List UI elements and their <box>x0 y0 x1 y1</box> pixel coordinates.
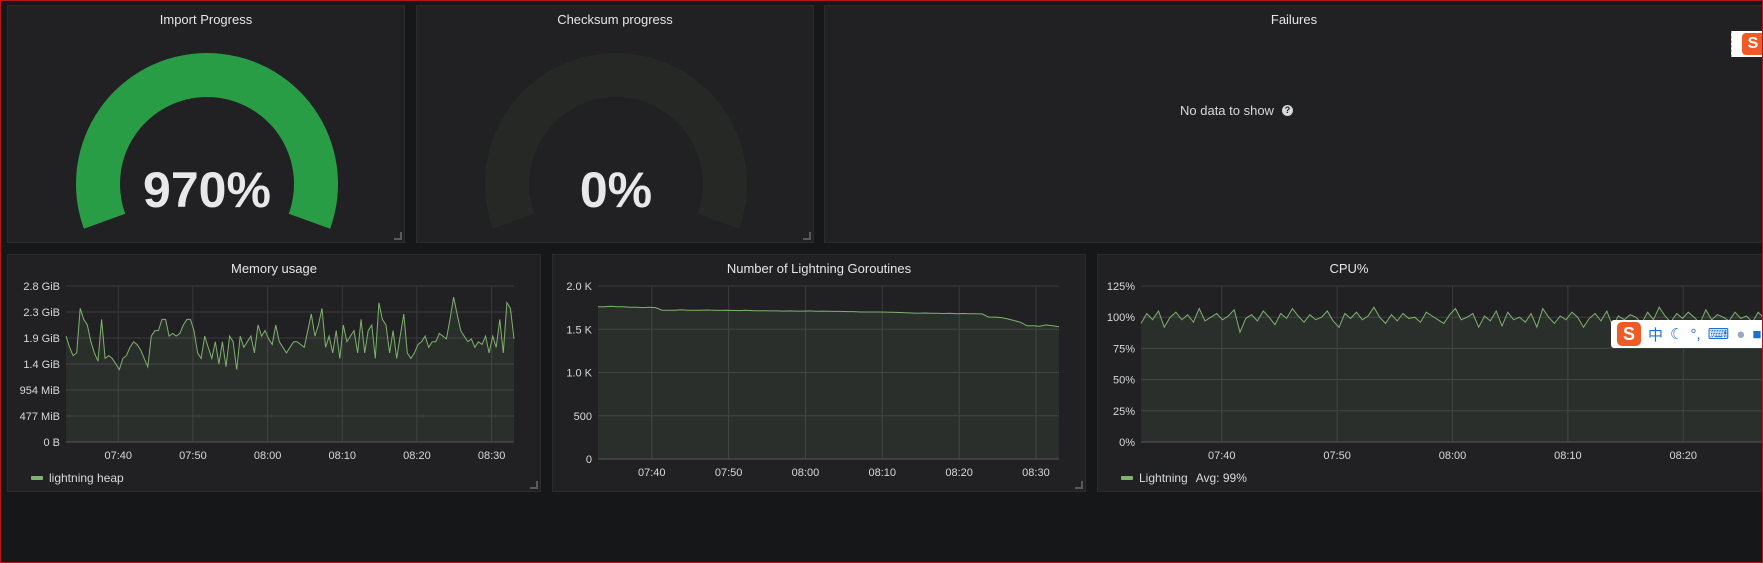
panel-title[interactable]: Failures <box>1270 12 1318 27</box>
legend-swatch <box>31 476 43 480</box>
resize-handle[interactable] <box>530 481 538 489</box>
y-tick-label: 75% <box>1113 343 1135 355</box>
y-tick-label: 1.9 GiB <box>23 333 60 345</box>
user-icon[interactable]: ● <box>1736 325 1746 343</box>
memory-usage-panel[interactable]: Memory usage 0 B 477 MiB 954 MiB 1.4 GiB 1.9… <box>7 254 541 492</box>
y-tick-label: 1.4 GiB <box>23 359 60 371</box>
x-tick-label: 08:00 <box>792 467 820 479</box>
y-tick-label: 1.5 K <box>566 324 592 336</box>
x-tick-label: 08:20 <box>1669 450 1697 462</box>
legend-label: lightning heap <box>49 471 124 485</box>
x-tick-label: 08:10 <box>329 450 357 462</box>
x-tick-label: 07:40 <box>1208 450 1236 462</box>
y-tick-label: 100% <box>1107 312 1135 324</box>
question-circle-icon[interactable]: ? <box>1281 105 1293 116</box>
ime-mini-toolbar[interactable]: S <box>1731 31 1763 57</box>
checksum-progress-gauge <box>485 52 747 229</box>
legend-item[interactable]: lightning heap <box>31 471 124 485</box>
x-tick-label: 08:00 <box>254 450 282 462</box>
x-tick-label: 08:20 <box>403 450 431 462</box>
no-data-text: No data to show <box>1180 103 1274 118</box>
x-tick-label: 07:50 <box>1323 450 1351 462</box>
y-tick-label: 25% <box>1113 406 1135 418</box>
y-tick-label: 500 <box>574 411 592 423</box>
import-progress-value: 970% <box>143 162 271 218</box>
y-tick-label: 954 MiB <box>20 385 60 397</box>
ime-logo-icon[interactable]: S <box>1617 322 1641 346</box>
y-tick-label: 2.3 GiB <box>23 307 60 319</box>
punctuation-icon[interactable]: °, <box>1690 325 1701 343</box>
y-tick-label: 2.0 K <box>566 281 592 293</box>
cpu-chart: 0% 25% 50% 75% 100% 125% 07:40 07:50 08:00 08:10 0… <box>1107 281 1763 462</box>
legend-label: Lightning <box>1139 471 1188 485</box>
y-tick-label: 2.8 GiB <box>23 281 60 293</box>
gauge-track <box>485 52 747 229</box>
x-tick-label: 08:30 <box>1022 467 1050 479</box>
y-tick-label: 0 B <box>43 437 60 449</box>
resize-handle[interactable] <box>1075 481 1083 489</box>
panel-title[interactable]: CPU% <box>1329 261 1369 276</box>
checksum-progress-value: 0% <box>579 162 653 218</box>
panel-title[interactable]: Checksum progress <box>557 12 673 27</box>
goroutines-panel[interactable]: Number of Lightning Goroutines 0 500 1.0 K… <box>552 254 1086 492</box>
y-tick-label: 50% <box>1113 375 1135 387</box>
moon-icon[interactable]: ☾ <box>1670 326 1684 343</box>
panel-title[interactable]: Memory usage <box>231 261 317 276</box>
memory-usage-chart: 0 B 477 MiB 954 MiB 1.4 GiB 1.9 GiB 2.3 GiB 2.… <box>20 281 515 462</box>
import-progress-gauge <box>76 52 338 229</box>
x-tick-label: 07:40 <box>638 467 666 479</box>
checksum-progress-panel[interactable]: Checksum progress 0% <box>416 5 814 243</box>
shirt-icon[interactable]: ■ <box>1752 325 1762 343</box>
failures-panel[interactable]: Failures No data to show ? <box>824 5 1763 243</box>
no-data-message: No data to show ? <box>1180 103 1293 118</box>
series-line <box>1140 306 1763 334</box>
series-area <box>66 297 514 442</box>
goroutines-chart: 0 500 1.0 K 1.5 K 2.0 K 07:40 07:50 08:00 08:10 0… <box>566 281 1060 479</box>
x-tick-label: 08:30 <box>478 450 506 462</box>
series-area <box>1141 307 1763 442</box>
gauge-fill <box>76 52 338 229</box>
legend-item[interactable]: Lightning Avg: 99% <box>1121 471 1247 485</box>
legend-swatch <box>1121 476 1133 480</box>
series-line <box>598 305 1060 328</box>
ime-lang-toggle[interactable]: 中 <box>1648 326 1664 344</box>
y-tick-label: 125% <box>1107 281 1135 293</box>
x-tick-label: 08:20 <box>945 467 973 479</box>
x-tick-label: 07:40 <box>105 450 133 462</box>
x-tick-label: 08:10 <box>869 467 897 479</box>
x-tick-label: 08:10 <box>1554 450 1582 462</box>
keyboard-icon[interactable]: ⌨ <box>1707 326 1730 343</box>
series-line <box>65 296 515 371</box>
x-tick-label: 07:50 <box>179 450 207 462</box>
ime-logo-icon[interactable]: S <box>1742 33 1763 55</box>
y-tick-label: 0 <box>586 454 592 466</box>
y-tick-label: 1.0 K <box>566 368 592 380</box>
series-area <box>598 306 1059 459</box>
panel-title[interactable]: Number of Lightning Goroutines <box>726 261 912 276</box>
x-tick-label: 07:50 <box>715 467 743 479</box>
legend-avg: Avg: 99% <box>1195 471 1247 485</box>
y-tick-label: 0% <box>1119 437 1135 449</box>
y-tick-label: 477 MiB <box>20 411 60 423</box>
cpu-panel[interactable]: CPU% 0% 25% 50% 75% 100% 125% 07:40 07:50 08:00 0… <box>1097 254 1763 492</box>
x-tick-label: 08:00 <box>1439 450 1467 462</box>
resize-handle[interactable] <box>394 232 402 240</box>
import-progress-panel[interactable]: Import Progress 970% <box>7 5 405 243</box>
resize-handle[interactable] <box>803 232 811 240</box>
panel-title[interactable]: Import Progress <box>159 12 253 27</box>
ime-toolbar[interactable]: S 中 ☾ °, ⌨ ● ■ <box>1611 320 1763 348</box>
